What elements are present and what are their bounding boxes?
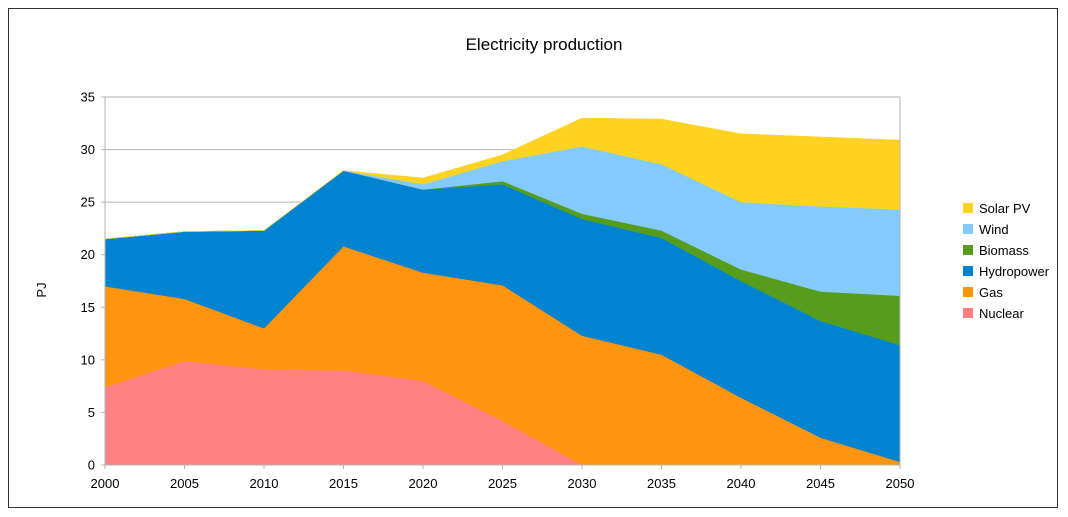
y-tick-labels: 0 5 10 15 20 25 30 35	[81, 90, 95, 473]
legend-swatch-wind	[963, 224, 973, 234]
y-tick-label: 0	[88, 458, 95, 473]
y-tick-label: 20	[81, 247, 95, 262]
x-tick-label: 2025	[488, 476, 517, 491]
x-tick-label: 2040	[727, 476, 756, 491]
x-tick-label: 2010	[250, 476, 279, 491]
x-tick-label: 2050	[886, 476, 915, 491]
y-axis-title: PJ	[34, 282, 49, 297]
x-tick-label: 2005	[170, 476, 199, 491]
y-tick-label: 30	[81, 142, 95, 157]
legend-label-solar-pv: Solar PV	[979, 201, 1031, 216]
y-tick-label: 10	[81, 352, 95, 367]
legend-swatch-nuclear	[963, 308, 973, 318]
axes	[101, 96, 901, 469]
legend-swatch-gas	[963, 287, 973, 297]
legend-label-wind: Wind	[979, 222, 1009, 237]
x-tick-label: 2030	[568, 476, 597, 491]
legend-label-nuclear: Nuclear	[979, 306, 1024, 321]
legend-label-gas: Gas	[979, 285, 1003, 300]
chart-title: Electricity production	[466, 35, 623, 54]
y-tick-label: 5	[88, 405, 95, 420]
x-tick-label: 2000	[91, 476, 120, 491]
legend: Solar PV Wind Biomass Hydropower Gas Nuclear	[963, 201, 1050, 321]
series-areas	[104, 117, 901, 466]
x-tick-label: 2045	[806, 476, 835, 491]
y-tick-label: 25	[81, 195, 95, 210]
x-tick-label: 2020	[409, 476, 438, 491]
legend-label-biomass: Biomass	[979, 243, 1029, 258]
y-tick-label: 35	[81, 90, 95, 105]
y-tick-label: 15	[81, 300, 95, 315]
x-tick-label: 2035	[647, 476, 676, 491]
legend-swatch-solar-pv	[963, 203, 973, 213]
legend-swatch-biomass	[963, 245, 973, 255]
legend-label-hydropower: Hydropower	[979, 264, 1050, 279]
x-tick-label: 2015	[329, 476, 358, 491]
legend-swatch-hydropower	[963, 266, 973, 276]
x-tick-labels: 2000 2005 2010 2015 2020 2025 2030 2035 2040 2045…	[91, 476, 915, 491]
